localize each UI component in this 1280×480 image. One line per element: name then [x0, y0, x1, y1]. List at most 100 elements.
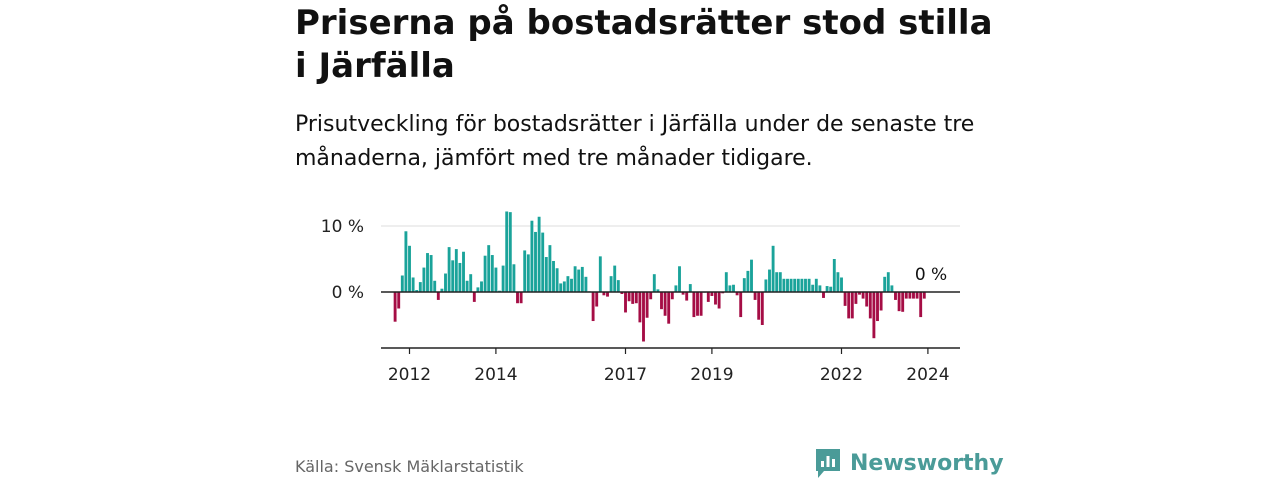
- bar: [667, 292, 671, 324]
- bar: [847, 292, 851, 319]
- bar: [483, 255, 487, 292]
- x-tick-label: 2017: [604, 365, 647, 385]
- bar: [670, 292, 674, 300]
- bar: [850, 292, 854, 319]
- x-tick-label: 2014: [474, 365, 517, 385]
- bar: [436, 292, 440, 300]
- bar: [699, 292, 703, 316]
- bar: [818, 285, 822, 292]
- bar: [638, 292, 642, 323]
- bar: [714, 292, 717, 305]
- bar: [562, 281, 566, 292]
- x-tick-label: 2019: [690, 365, 733, 385]
- bar: [789, 278, 793, 292]
- bar: [620, 292, 624, 294]
- x-tick-label: 2012: [388, 365, 431, 385]
- bar: [760, 292, 764, 325]
- bar: [465, 280, 469, 292]
- bar: [886, 272, 890, 292]
- bar: [681, 292, 685, 295]
- bar: [429, 255, 433, 292]
- bar: [829, 286, 833, 292]
- bar: [811, 284, 815, 292]
- bar: [890, 285, 894, 292]
- bar: [480, 281, 483, 292]
- bar: [631, 292, 635, 304]
- bar: [775, 272, 779, 292]
- bar: [692, 292, 696, 318]
- bar: [865, 292, 869, 307]
- x-tick-label: 2022: [820, 365, 863, 385]
- bar: [771, 245, 775, 292]
- bar: [634, 292, 638, 304]
- bar: [807, 278, 811, 292]
- bar: [883, 276, 887, 292]
- bar: [861, 292, 865, 299]
- bar: [444, 273, 447, 292]
- bar: [606, 292, 609, 297]
- bar: [663, 292, 667, 316]
- bar: [426, 253, 429, 292]
- bar: [688, 284, 692, 292]
- bar: [462, 251, 465, 292]
- axis-layer: 0 % 10 % 2012 2014 2017 2019 2022 2024 0 %: [321, 217, 960, 385]
- bar: [908, 292, 912, 299]
- bar: [724, 272, 728, 292]
- bar: [706, 292, 710, 302]
- bar: [411, 277, 415, 292]
- bar: [678, 266, 681, 292]
- bar: [904, 292, 908, 299]
- bar: [876, 292, 879, 322]
- bar: [577, 269, 581, 292]
- bar: [573, 266, 577, 292]
- bar: [804, 278, 807, 292]
- bar: [825, 286, 829, 292]
- bar: [458, 262, 462, 292]
- bar: [854, 292, 858, 304]
- bar: [447, 247, 451, 292]
- bar: [872, 292, 876, 339]
- bar: [530, 220, 534, 292]
- bar: [656, 289, 660, 292]
- bar: [494, 267, 498, 292]
- x-tick-label: 2024: [906, 365, 949, 385]
- bar: [476, 287, 480, 292]
- bar: [595, 292, 599, 307]
- bar: [469, 274, 473, 292]
- bar: [840, 277, 843, 292]
- bar: [757, 292, 761, 320]
- bar: [868, 292, 872, 319]
- bar: [408, 245, 411, 292]
- bar: [534, 231, 537, 292]
- bar: [685, 292, 689, 301]
- bars-layer: [393, 211, 930, 342]
- bar: [602, 292, 606, 296]
- bar: [501, 265, 505, 292]
- bar: [397, 292, 401, 309]
- bar: [418, 282, 422, 292]
- bar: [858, 292, 861, 295]
- bar: [544, 257, 548, 292]
- bar: [400, 275, 404, 292]
- bar: [404, 231, 408, 292]
- bar: [487, 245, 491, 292]
- bar: [897, 292, 901, 312]
- bar: [786, 278, 789, 292]
- bar: [843, 292, 847, 306]
- bar: [922, 292, 926, 299]
- bar: [591, 292, 595, 322]
- bar: [548, 245, 552, 292]
- bar: [894, 292, 897, 300]
- bar: [584, 276, 588, 292]
- bar: [512, 264, 516, 292]
- bar: [742, 278, 746, 292]
- bar: [660, 292, 663, 310]
- bar: [451, 260, 455, 292]
- bar: [879, 292, 883, 311]
- bar: [836, 272, 840, 292]
- bar: [526, 254, 530, 292]
- bar: [814, 278, 818, 292]
- brand-logo[interactable]: Newsworthy: [814, 446, 1004, 480]
- bar: [710, 292, 714, 296]
- bar: [570, 278, 573, 292]
